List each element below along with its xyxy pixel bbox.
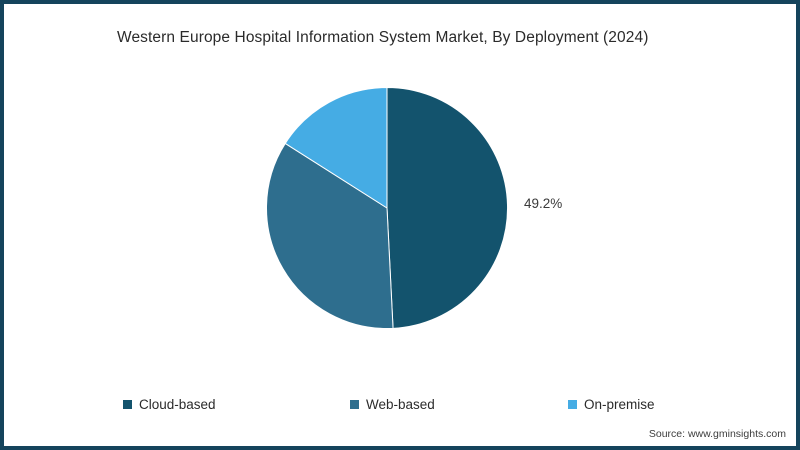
legend-item-on-premise[interactable]: On-premise xyxy=(568,394,655,414)
slice-value-label-cloud-based: 49.2% xyxy=(524,196,563,211)
pie-chart-svg xyxy=(266,87,508,329)
legend-item-web-based[interactable]: Web-based xyxy=(350,394,435,414)
chart-legend: Cloud-based Web-based On-premise xyxy=(0,394,800,414)
pie-slice-on-premise[interactable] xyxy=(284,87,388,209)
legend-item-cloud-based[interactable]: Cloud-based xyxy=(123,394,216,414)
pie-chart xyxy=(266,87,508,329)
legend-swatch-on-premise xyxy=(568,399,577,409)
page-title: Western Europe Hospital Information Syst… xyxy=(117,29,649,46)
pie-slice-web-based[interactable] xyxy=(266,142,394,329)
pie-slice-cloud-based[interactable] xyxy=(386,87,508,329)
source-attribution: Source: www.gminsights.com xyxy=(648,428,786,440)
legend-label-cloud-based: Cloud-based xyxy=(139,396,216,412)
legend-label-web-based: Web-based xyxy=(366,396,435,412)
legend-swatch-cloud-based xyxy=(123,399,132,409)
legend-swatch-web-based xyxy=(350,399,359,409)
legend-label-on-premise: On-premise xyxy=(584,396,655,412)
